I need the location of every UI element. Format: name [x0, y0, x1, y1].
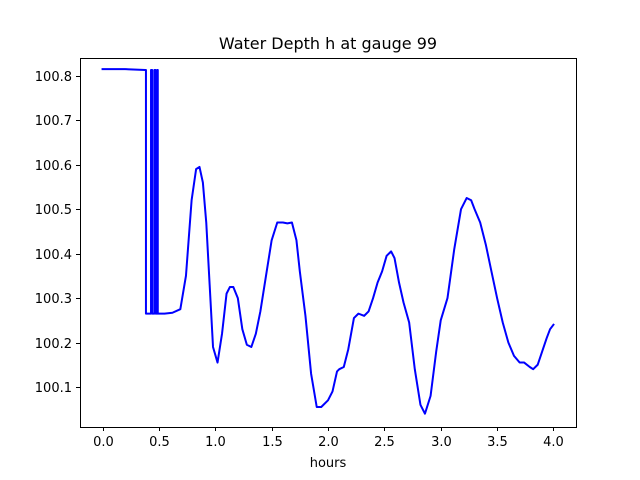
x-axis-label: hours	[310, 456, 347, 471]
x-tick-label: 2.5	[374, 435, 395, 450]
y-tick-label: 100.7	[35, 114, 72, 129]
x-tick-label: 3.5	[487, 435, 508, 450]
y-tick-label: 100.2	[35, 337, 72, 352]
x-tick-label: 3.0	[431, 435, 452, 450]
y-tick-label: 100.5	[35, 203, 72, 218]
y-tick-label: 100.1	[35, 381, 72, 396]
chart-title: Water Depth h at gauge 99	[219, 34, 437, 53]
y-tick-label: 100.6	[35, 159, 72, 174]
x-tick-label: 1.0	[205, 435, 226, 450]
series-line-0	[101, 68, 555, 415]
x-tick-label: 0.5	[149, 435, 170, 450]
y-tick-label: 100.3	[35, 292, 72, 307]
y-axis: 100.1 100.2 100.3 100.4 100.5 100.6 100.7 100.8	[35, 70, 80, 396]
x-axis: 0.0 0.5 1.0 1.5 2.0 2.5 3.0 3.5 4.0	[93, 427, 564, 450]
x-tick-label: 0.0	[93, 435, 114, 450]
x-tick-label: 1.5	[262, 435, 283, 450]
x-tick-label: 2.0	[318, 435, 339, 450]
plot-layer	[101, 68, 555, 415]
y-tick-label: 100.4	[35, 248, 72, 263]
y-tick-label: 100.8	[35, 70, 72, 85]
x-tick-label: 4.0	[543, 435, 564, 450]
